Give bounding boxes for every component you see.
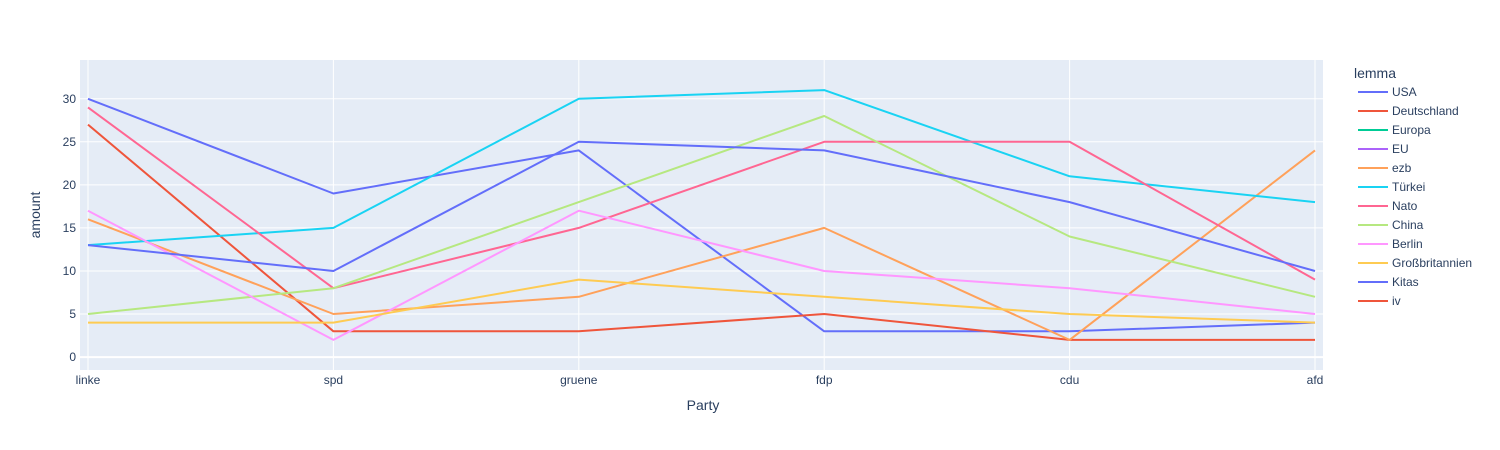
legend-item-nato[interactable]: Nato [1358,199,1418,213]
x-tick-label: fdp [816,373,833,387]
legend-item-türkei[interactable]: Türkei [1358,180,1425,194]
series-line-berlin [87,209,1316,341]
series-line-großbritannien [88,278,1316,324]
y-tick-label: 10 [63,264,77,278]
legend: lemma USA Deutschland Europa EU ezb Türkei Nat… [1354,65,1472,308]
legend-label: USA [1392,85,1417,99]
legend-label: Türkei [1392,180,1425,194]
legend-item-usa[interactable]: USA [1358,85,1417,99]
x-tick-label: linke [76,373,101,387]
y-axis-title: amount [27,192,43,239]
x-tick-label: cdu [1060,373,1079,387]
legend-title: lemma [1354,65,1396,81]
x-tick-label: spd [324,373,343,387]
legend-item-iv[interactable]: iv [1358,294,1401,308]
y-gridlines [80,98,1323,359]
series-line-china [87,115,1316,315]
legend-label: Nato [1392,199,1418,213]
x-axis-title: Party [687,397,720,413]
legend-label: China [1392,218,1424,232]
x-tick-label: afd [1307,373,1324,387]
legend-label: Kitas [1392,275,1419,289]
y-tick-labels: 0 5 10 15 20 25 30 [63,92,77,364]
legend-item-deutschland[interactable]: Deutschland [1358,104,1459,118]
y-tick-label: 5 [69,307,76,321]
legend-item-großbritannien[interactable]: Großbritannien [1358,256,1472,270]
legend-item-europa[interactable]: Europa [1358,123,1431,137]
series-lines [87,89,1316,341]
legend-item-eu[interactable]: EU [1358,142,1409,156]
series-line-ezb [87,149,1316,341]
series-line-kitas [87,140,1316,272]
x-gridlines [87,60,1316,370]
legend-item-kitas[interactable]: Kitas [1358,275,1419,289]
legend-label: EU [1392,142,1409,156]
y-tick-label: 15 [63,221,77,235]
series-line-türkei [87,89,1316,247]
legend-label: iv [1392,294,1401,308]
legend-label: Europa [1392,123,1431,137]
legend-label: Großbritannien [1392,256,1472,270]
series-line-nato [87,106,1316,290]
series-line-deutschland [87,123,1315,341]
legend-item-berlin[interactable]: Berlin [1358,237,1423,251]
x-tick-label: gruene [560,373,598,387]
legend-items: USA Deutschland Europa EU ezb Türkei Nato China… [1358,85,1472,308]
y-tick-label: 30 [63,92,77,106]
y-tick-label: 25 [63,135,77,149]
legend-label: ezb [1392,161,1412,175]
x-tick-labels: linke spd gruene fdp cdu afd [76,373,1324,387]
legend-label: Deutschland [1392,104,1459,118]
legend-item-ezb[interactable]: ezb [1358,161,1412,175]
legend-item-china[interactable]: China [1358,218,1424,232]
y-tick-label: 0 [69,350,76,364]
legend-label: Berlin [1392,237,1423,251]
y-tick-label: 20 [63,178,77,192]
